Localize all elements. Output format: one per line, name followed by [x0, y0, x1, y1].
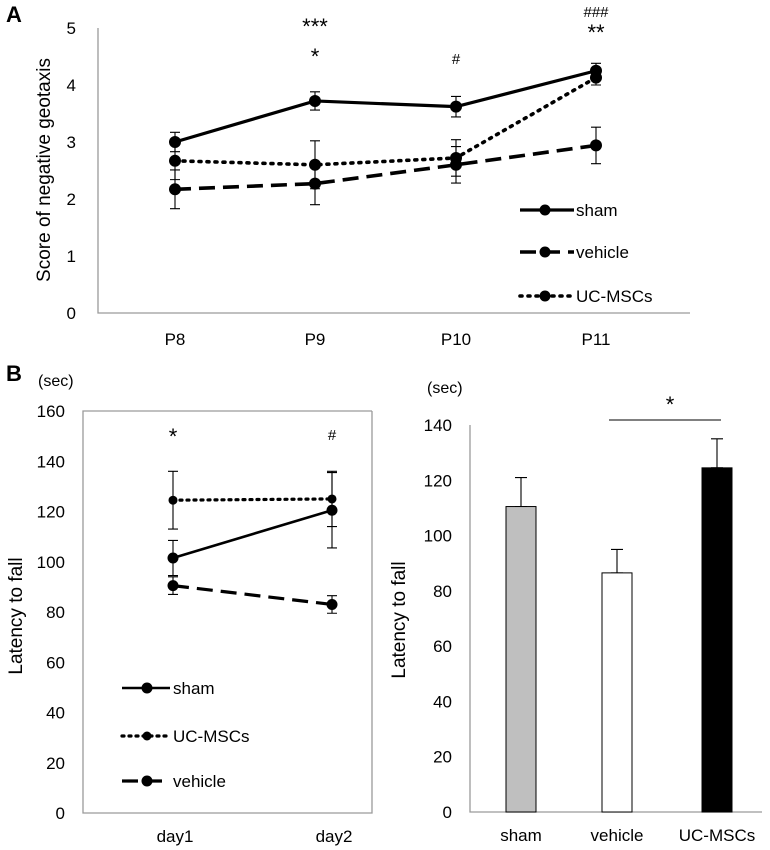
panel-a-x-tick-label-p11: P11 — [582, 330, 611, 349]
panel-b1-y-tick-label: 40 — [46, 704, 65, 723]
panel-b2-y-axis-label: Latency to fall — [389, 561, 410, 678]
panel-b1-legend-marker-uc-mscs — [142, 731, 152, 741]
panel-b1-y-axis-label: Latency to fall — [6, 557, 27, 674]
panel-b1-y-tick-label: 0 — [56, 804, 65, 823]
panel-a-x-tick-label-p10: P10 — [441, 330, 471, 349]
panel-b1-x-tick-label-day2: day2 — [316, 827, 353, 846]
panel-b1-line-uc-mscs — [171, 497, 334, 502]
panel-b1-y-tick-label: 120 — [37, 503, 65, 522]
panel-b2-y-tick-label: 140 — [424, 416, 452, 435]
panel-b2-bar-vehicle — [601, 572, 633, 813]
panel-b1-line-sham — [172, 508, 333, 560]
panel-a-axes — [97, 28, 690, 314]
panel-b2-y-tick-label: 80 — [433, 582, 452, 601]
panel-b2-x-tick-label-sham: sham — [500, 826, 542, 845]
panel-b1-legend-label-uc-mscs: UC-MSCs — [173, 727, 250, 746]
panel-b1-point-sham-day1 — [167, 552, 179, 564]
panel-b1-legend-marker-vehicle — [141, 775, 153, 787]
panel-b2-x-tick-label-vehicle: vehicle — [591, 826, 644, 845]
panel-b1-point-sham-day2 — [326, 504, 338, 516]
panel-a-significance-p9-0: *** — [302, 14, 328, 39]
panel-a-legend-marker-vehicle — [539, 246, 551, 258]
panel-a-significance-p11-3: ### — [583, 4, 609, 21]
panel-a-point-uc-mscs-p8 — [169, 154, 181, 167]
panel-b2-y-tick-label: 60 — [433, 637, 452, 656]
panel-a-point-vehicle-p11 — [590, 139, 602, 152]
panel-a-y-tick-label: 3 — [67, 133, 76, 152]
panel-b2-errorbar-uc-mscs — [711, 438, 723, 469]
panel-b2-y-tick-label: 120 — [424, 471, 452, 490]
panel-a-significance-p9-1: * — [311, 44, 320, 69]
panel-b2-bar-sham — [505, 506, 537, 813]
panel-b1-unit-label: (sec) — [38, 373, 74, 390]
panel-b1-plot: 0 20 40 60 80 100 120 140 160 day1 day2 * # sham UC-MS… — [37, 402, 373, 846]
panel-a-legend-label-vehicle: vehicle — [576, 243, 629, 262]
panel-b1-significance-day1: * — [169, 424, 178, 449]
panel-a-x-tick-label-p8: P8 — [165, 330, 186, 349]
panel-b2-y-tick-label: 0 — [443, 803, 452, 822]
panel-b2-errorbar-vehicle — [611, 548, 623, 574]
panel-b1-axes — [82, 410, 373, 814]
panel-a-point-sham-p10 — [450, 100, 462, 113]
panel-a-x-tick-label-p9: P9 — [305, 330, 326, 349]
panel-a-point-sham-p8 — [169, 136, 181, 148]
panel-a-y-tick-label: 2 — [67, 190, 76, 209]
panel-a-line-vehicle — [174, 143, 597, 192]
panel-b2-y-tick-label: 100 — [424, 527, 452, 546]
panel-b1-y-tick-label: 20 — [46, 754, 65, 773]
panel-b2-plot: 0 20 40 60 80 100 120 140 sham vehicle UC-MSCs * — [424, 392, 762, 845]
panel-a-y-tick-label: 0 — [67, 304, 76, 323]
panel-label-b: B — [6, 361, 22, 386]
panel-a-point-uc-mscs-p9 — [309, 158, 321, 171]
panel-b1-significance-day2: # — [328, 427, 337, 444]
panel-b2-significance-star: * — [666, 392, 675, 417]
panel-b1-y-tick-label: 80 — [46, 603, 65, 622]
panel-a-significance-p10-2: # — [452, 51, 461, 68]
panel-b1-point-vehicle-day1 — [167, 580, 179, 592]
panel-a-point-sham-p11 — [590, 64, 602, 77]
panel-b1-line-vehicle — [172, 584, 333, 607]
panel-a-legend-marker-uc-mscs — [539, 290, 551, 302]
panel-a-y-tick-label: 1 — [67, 247, 76, 266]
panel-b1-y-tick-label: 160 — [37, 402, 65, 421]
panel-b2-bar-uc-mscs — [701, 467, 733, 813]
panel-a-point-vehicle-p8 — [169, 183, 181, 196]
panel-a-legend-label-sham: sham — [576, 201, 618, 220]
panel-a-y-axis-label: Score of negative geotaxis — [34, 58, 55, 282]
panel-b1-y-tick-label: 140 — [37, 452, 65, 471]
panel-a-point-uc-mscs-p10 — [450, 151, 462, 164]
panel-label-a: A — [6, 2, 22, 27]
panel-b2-errorbar-sham — [515, 476, 527, 508]
panel-a-line-uc-mscs — [173, 75, 598, 167]
panel-b1-point-vehicle-day2 — [326, 598, 338, 610]
panel-b1-y-tick-label: 100 — [37, 553, 65, 572]
panel-a-legend-marker-sham — [539, 204, 551, 216]
panel-a-legend-label-uc-mscs: UC-MSCs — [576, 287, 653, 306]
panel-a-y-tick-label: 4 — [67, 76, 76, 95]
panel-b1-legend-label-vehicle: vehicle — [173, 772, 226, 791]
panel-b1-x-tick-label-day1: day1 — [157, 827, 194, 846]
panel-a-y-tick-label: 5 — [67, 19, 76, 38]
panel-b2-x-tick-label-uc-mscs: UC-MSCs — [679, 826, 756, 845]
panel-b1-legend-label-sham: sham — [173, 679, 215, 698]
panel-a-line-sham — [174, 69, 597, 144]
panel-b2-unit-label: (sec) — [427, 380, 463, 397]
panel-b1-point-uc-mscs-day1 — [168, 495, 178, 505]
panel-b2-axes — [469, 425, 762, 813]
panel-a-point-sham-p9 — [309, 94, 321, 107]
panel-b1-y-tick-label: 60 — [46, 653, 65, 672]
panel-a-significance-p11-4: ** — [587, 20, 605, 45]
panel-b1-legend-marker-sham — [141, 682, 153, 694]
panel-b2-y-tick-label: 40 — [433, 692, 452, 711]
panel-b2-y-tick-label: 20 — [433, 748, 452, 767]
